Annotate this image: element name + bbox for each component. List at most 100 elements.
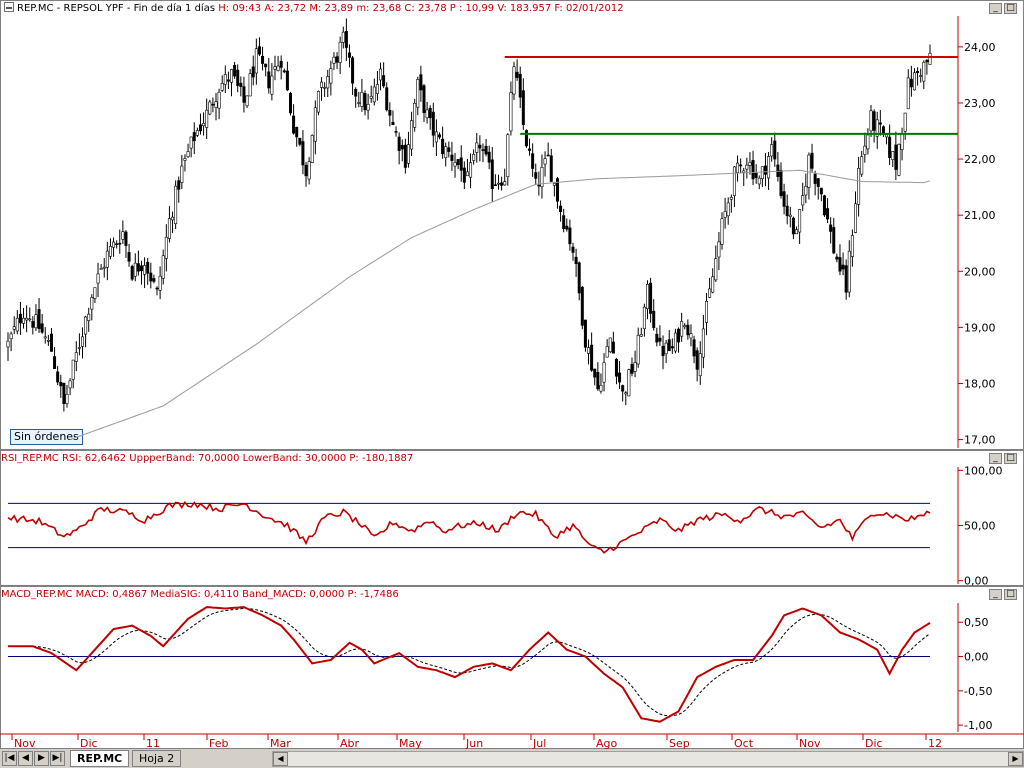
scroll-left-icon[interactable]: ◀ xyxy=(273,752,288,766)
candle-body xyxy=(798,209,802,233)
candle-body xyxy=(829,224,833,232)
candle-body xyxy=(245,95,249,107)
x-tick-label: 12 xyxy=(928,737,942,750)
candle-body xyxy=(916,71,920,74)
candle-body xyxy=(223,74,227,85)
candle-body xyxy=(261,55,265,64)
candle-body xyxy=(248,73,252,97)
candle-body xyxy=(785,205,789,217)
candle-body xyxy=(593,368,597,378)
candle-body xyxy=(667,339,671,352)
candle-body xyxy=(506,134,510,178)
candle-body xyxy=(633,362,637,372)
candle-body xyxy=(782,191,786,207)
tab-rep-mc[interactable]: REP.MC xyxy=(70,750,130,767)
candle-body xyxy=(763,165,767,175)
last-sheet-icon[interactable]: ▶| xyxy=(50,751,65,766)
candle-body xyxy=(922,62,926,82)
candle-body xyxy=(320,81,324,88)
candle-body xyxy=(552,183,556,186)
candle-body xyxy=(807,154,811,188)
sheet-tab-bar: |◀ ◀ ▶ ▶| REP.MC Hoja 2 ◀ ▶ xyxy=(0,749,1024,768)
next-sheet-icon[interactable]: ▶ xyxy=(34,751,49,766)
candle-body xyxy=(192,132,196,142)
candle-body xyxy=(115,243,119,246)
candle-body xyxy=(481,149,485,151)
candle-body xyxy=(568,227,572,245)
candle-body xyxy=(164,236,168,259)
candle-body xyxy=(326,76,330,89)
candle-body xyxy=(186,151,190,158)
candle-body xyxy=(642,306,646,330)
candle-body xyxy=(493,184,497,187)
candle-body xyxy=(15,317,19,332)
candle-body xyxy=(611,341,615,354)
price-tick-label: 17,00 xyxy=(964,434,996,447)
maximize-icon[interactable]: □ xyxy=(1004,453,1017,464)
candle-body xyxy=(208,101,212,115)
maximize-icon[interactable]: □ xyxy=(1004,3,1017,14)
candle-body xyxy=(608,337,612,353)
candle-body xyxy=(531,153,535,169)
candle-body xyxy=(574,256,578,265)
candle-body xyxy=(509,92,513,132)
candle-body xyxy=(71,359,75,380)
candle-body xyxy=(230,69,234,83)
candle-body xyxy=(202,122,206,127)
candle-body xyxy=(813,173,817,184)
candle-body xyxy=(537,184,541,187)
candle-body xyxy=(9,333,13,340)
candle-body xyxy=(254,48,258,74)
panel-menu-icon[interactable] xyxy=(4,2,14,12)
orders-badge[interactable]: Sin órdenes xyxy=(10,429,83,445)
candle-body xyxy=(826,208,830,220)
candle-body xyxy=(720,218,724,245)
tab-hoja-2[interactable]: Hoja 2 xyxy=(132,750,182,767)
candle-body xyxy=(87,313,91,321)
candle-body xyxy=(388,109,392,116)
candle-body xyxy=(810,152,814,169)
candle-body xyxy=(838,257,842,272)
candle-body xyxy=(304,164,308,177)
candle-body xyxy=(841,264,845,270)
candle-body xyxy=(46,339,50,342)
candle-body xyxy=(543,158,547,165)
candle-body xyxy=(422,85,426,113)
candle-body xyxy=(40,323,44,333)
candle-body xyxy=(174,185,178,224)
candle-body xyxy=(214,101,218,108)
candle-body xyxy=(624,392,628,395)
candle-body xyxy=(307,161,311,180)
macd-panel: MACD_REP.MC MACD: 0,4867 MediaSIG: 0,411… xyxy=(0,586,1024,749)
prev-sheet-icon[interactable]: ◀ xyxy=(18,751,33,766)
candle-body xyxy=(391,121,395,126)
minimize-icon[interactable]: _ xyxy=(989,453,1002,464)
candle-body xyxy=(335,56,339,63)
horizontal-scrollbar[interactable]: ◀ ▶ xyxy=(272,751,1024,767)
candle-body xyxy=(866,134,870,150)
candle-body xyxy=(704,301,708,323)
candle-body xyxy=(717,241,721,258)
candle-body xyxy=(155,287,159,290)
candle-body xyxy=(127,252,131,262)
maximize-icon[interactable]: □ xyxy=(1004,589,1017,600)
candle-body xyxy=(614,358,618,377)
candle-body xyxy=(28,318,32,321)
candle-body xyxy=(22,317,26,324)
candle-body xyxy=(673,332,677,352)
candle-body xyxy=(881,126,885,134)
scroll-right-icon[interactable]: ▶ xyxy=(1008,752,1023,766)
first-sheet-icon[interactable]: |◀ xyxy=(2,751,17,766)
candle-body xyxy=(587,347,591,354)
candle-body xyxy=(680,321,684,337)
x-tick-label: Dic xyxy=(80,737,98,750)
candle-body xyxy=(456,159,460,165)
price-window-buttons: _ □ xyxy=(989,3,1017,14)
minimize-icon[interactable]: _ xyxy=(989,589,1002,600)
x-tick-label: Feb xyxy=(209,737,228,750)
x-tick-label: Nov xyxy=(799,737,821,750)
minimize-icon[interactable]: _ xyxy=(989,3,1002,14)
candle-body xyxy=(74,352,78,362)
candle-body xyxy=(99,268,103,270)
